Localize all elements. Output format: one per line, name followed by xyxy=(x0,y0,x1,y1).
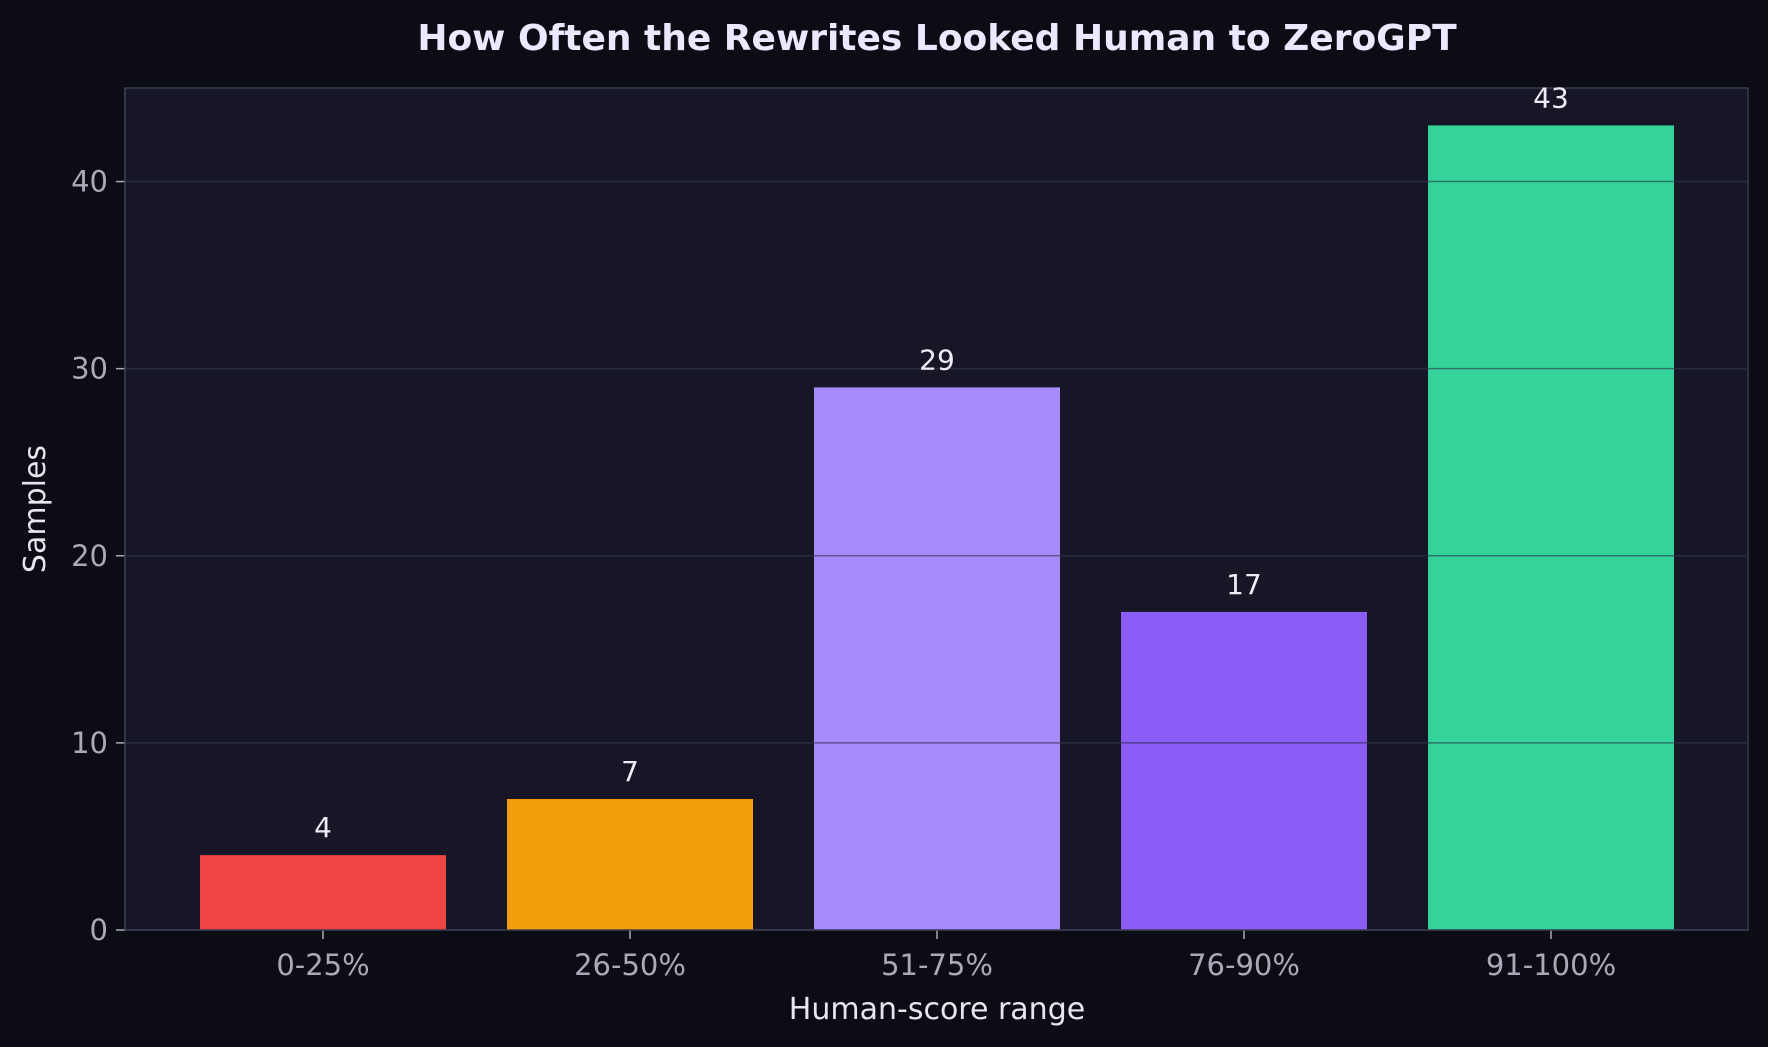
bar xyxy=(1428,125,1674,930)
bars xyxy=(200,125,1674,930)
y-tick-label: 40 xyxy=(71,165,108,199)
y-tick-label: 0 xyxy=(90,913,108,947)
data-labels: 4 7 29 17 43 xyxy=(314,81,1569,844)
chart-title: How Often the Rewrites Looked Human to Z… xyxy=(417,18,1457,59)
bar xyxy=(200,855,446,930)
bar xyxy=(507,799,753,930)
x-tick-label: 0-25% xyxy=(276,948,369,982)
gridline-overlay xyxy=(125,180,1748,744)
bar xyxy=(814,387,1060,930)
x-tick-label: 76-90% xyxy=(1188,948,1300,982)
data-label: 17 xyxy=(1226,568,1262,601)
x-tick-label: 26-50% xyxy=(574,948,686,982)
data-label: 7 xyxy=(621,755,639,788)
x-axis-label: Human-score range xyxy=(789,992,1085,1027)
data-label: 29 xyxy=(919,343,955,376)
y-tick-label: 20 xyxy=(71,539,108,573)
y-axis: 0 10 20 30 40 xyxy=(71,88,126,947)
y-tick-label: 30 xyxy=(71,352,108,386)
x-axis: 0-25% 26-50% 51-75% 76-90% 91-100% xyxy=(125,929,1748,982)
data-label: 4 xyxy=(314,811,332,844)
data-label: 43 xyxy=(1533,81,1569,114)
bar xyxy=(1121,611,1367,930)
x-tick-label: 91-100% xyxy=(1486,948,1616,982)
y-tick-label: 10 xyxy=(71,726,108,760)
y-axis-label: Samples xyxy=(18,445,53,573)
x-tick-label: 51-75% xyxy=(881,948,993,982)
